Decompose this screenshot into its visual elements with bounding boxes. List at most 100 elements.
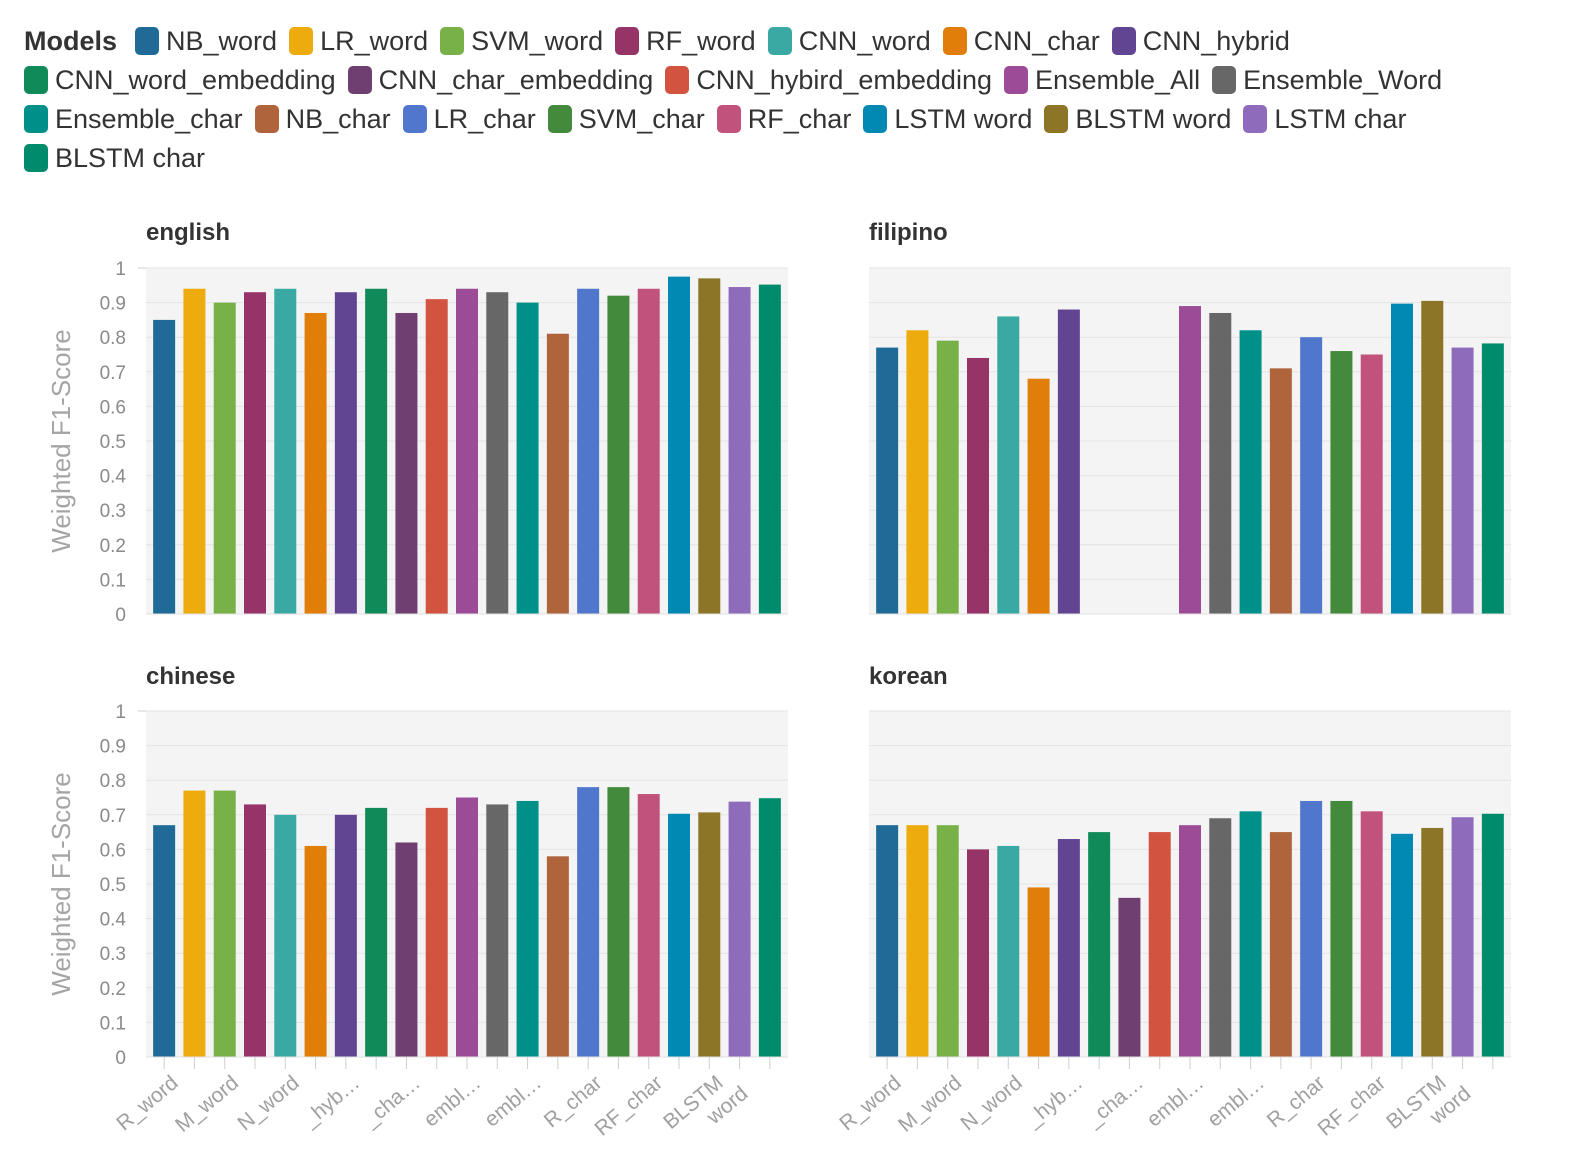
y-tick-label: 1 bbox=[115, 259, 126, 280]
legend-swatch bbox=[1111, 27, 1136, 55]
legend-swatch bbox=[347, 66, 372, 94]
y-tick-label: 0.7 bbox=[100, 806, 126, 827]
legend-item[interactable]: SVM_char bbox=[547, 104, 705, 134]
legend-item[interactable]: CNN_word_embedding bbox=[24, 65, 336, 95]
bar-CNN_char_embedding bbox=[395, 842, 418, 1057]
bar-Ensemble_Word bbox=[1209, 818, 1232, 1057]
bar-RF_word bbox=[244, 292, 266, 614]
legend-swatch bbox=[24, 66, 48, 94]
bar-RF_char bbox=[637, 794, 660, 1057]
bar-RF_char bbox=[1360, 354, 1383, 614]
bar-LSTM-word bbox=[1391, 833, 1413, 1057]
bar-CNN_char bbox=[304, 845, 327, 1057]
bar-BLSTM-word bbox=[1421, 300, 1444, 614]
bar-BLSTM-char bbox=[758, 284, 781, 614]
legend-label: RF_word bbox=[646, 26, 756, 56]
legend-item[interactable]: LR_char bbox=[402, 104, 536, 134]
legend-item[interactable]: LR_word bbox=[289, 26, 428, 56]
legend-item[interactable]: SVM_word bbox=[440, 26, 603, 56]
legend-item[interactable]: Ensemble_All bbox=[1003, 65, 1201, 95]
legend-item[interactable]: RF_word bbox=[615, 26, 756, 56]
y-tick-label: 0.2 bbox=[100, 979, 126, 1000]
bar-NB_word bbox=[876, 347, 899, 614]
x-tick-label: M_word bbox=[171, 1071, 243, 1137]
bar-CNN_word bbox=[274, 288, 297, 614]
x-tick-label: N_word bbox=[233, 1071, 303, 1135]
y-tick-label: 0.9 bbox=[100, 294, 126, 315]
y-tick-label: 0.4 bbox=[100, 467, 127, 488]
x-tick-label: R_word bbox=[835, 1071, 905, 1135]
chart-title: chinese bbox=[146, 663, 235, 690]
y-tick-label: 0.1 bbox=[100, 1013, 126, 1034]
bar-LR_word bbox=[183, 288, 206, 614]
bar-LSTM-word bbox=[668, 276, 690, 614]
bar-Ensemble_Word bbox=[486, 292, 509, 614]
bar-Ensemble_All bbox=[456, 797, 478, 1057]
bar-BLSTM-char bbox=[758, 798, 781, 1057]
bar-LSTM-word bbox=[668, 813, 690, 1057]
y-tick-label: 0 bbox=[115, 1048, 126, 1069]
legend-label: Ensemble_All bbox=[1034, 65, 1201, 95]
bar-LR_char bbox=[1300, 337, 1323, 614]
y-tick-label: 0.7 bbox=[100, 363, 126, 384]
legend-item[interactable]: BLSTM char bbox=[24, 143, 205, 173]
bar-SVM_word bbox=[936, 825, 959, 1057]
legend-label: BLSTM char bbox=[55, 143, 206, 173]
legend-label: CNN_word bbox=[798, 26, 931, 56]
bar-CNN_hybird_embedding bbox=[1148, 832, 1171, 1057]
legend-label: SVM_char bbox=[578, 104, 705, 134]
legend-item[interactable]: CNN_word bbox=[767, 26, 931, 56]
legend-item[interactable]: Ensemble_Word bbox=[1212, 65, 1442, 95]
legend-item[interactable]: BLSTM word bbox=[1044, 104, 1231, 134]
bar-LSTM-char bbox=[1451, 817, 1474, 1057]
legend-item[interactable]: LSTM char bbox=[1243, 104, 1406, 134]
bar-CNN_word bbox=[997, 316, 1020, 614]
y-tick-label: 0.9 bbox=[100, 737, 126, 758]
legend-label: BLSTM word bbox=[1075, 104, 1232, 134]
bar-LSTM-char bbox=[728, 287, 751, 614]
bar-CNN_hybrid bbox=[334, 292, 357, 614]
bar-BLSTM-char bbox=[1481, 343, 1504, 614]
y-tick-label: 0.6 bbox=[100, 840, 126, 861]
legend-item[interactable]: NB_char bbox=[254, 104, 391, 134]
bar-CNN_word_embedding bbox=[365, 288, 388, 614]
bar-CNN_hybird_embedding bbox=[425, 807, 448, 1057]
bar-Ensemble_Word bbox=[1209, 312, 1232, 614]
legend-item[interactable]: CNN_char_embedding bbox=[347, 65, 654, 95]
bar-BLSTM-word bbox=[698, 278, 721, 614]
x-tick-label: N_word bbox=[956, 1071, 1026, 1135]
y-tick-label: 0.6 bbox=[100, 397, 126, 418]
bar-NB_char bbox=[546, 856, 569, 1057]
y-tick-label: 0.5 bbox=[100, 875, 126, 896]
legend-label: LSTM char bbox=[1274, 104, 1407, 134]
bar-CNN_hybird_embedding bbox=[425, 299, 448, 614]
bar-Ensemble_Word bbox=[486, 804, 509, 1057]
bar-CNN_hybrid bbox=[334, 814, 357, 1057]
legend-item[interactable]: CNN_hybrid bbox=[1111, 26, 1290, 56]
legend-item[interactable]: CNN_char bbox=[942, 26, 1100, 56]
legend-label: CNN_char_embedding bbox=[378, 65, 654, 95]
legend-item[interactable]: LSTM word bbox=[863, 104, 1032, 134]
chart-panel-korean: koreanR_wordM_wordN_word_hyb…_cha…embl…e… bbox=[835, 663, 1511, 1141]
bar-LR_word bbox=[183, 790, 206, 1057]
legend-item[interactable]: NB_word bbox=[135, 26, 277, 56]
bar-LR_word bbox=[906, 825, 929, 1057]
x-tick-label: BLSTMword bbox=[659, 1063, 752, 1150]
bar-LSTM-word bbox=[1391, 303, 1413, 614]
bar-LR_char bbox=[1300, 800, 1323, 1057]
legend-item[interactable]: CNN_hybird_embedding bbox=[665, 65, 992, 95]
legend-item[interactable]: Ensemble_char bbox=[24, 104, 243, 134]
legend-swatch bbox=[289, 27, 314, 55]
legend-item[interactable]: RF_char bbox=[716, 104, 851, 134]
legend-label: CNN_word_embedding bbox=[55, 65, 336, 95]
bar-BLSTM-word bbox=[698, 812, 721, 1057]
x-tick-label: R_word bbox=[112, 1071, 182, 1135]
y-tick-label: 0.3 bbox=[100, 944, 126, 965]
x-tick-label: embl… bbox=[420, 1071, 486, 1131]
legend-label: Ensemble_char bbox=[55, 104, 243, 134]
bar-RF_word bbox=[244, 804, 266, 1057]
bar-CNN_hybrid bbox=[1057, 309, 1080, 614]
legend-label: NB_word bbox=[166, 26, 278, 56]
chart-panel-english: 0 0.1 0.2 0.3 0.4 0.5 0.6 0.7 0.8 0.9 1 Weighted F1… bbox=[46, 219, 788, 626]
bar-RF_word bbox=[967, 849, 989, 1057]
